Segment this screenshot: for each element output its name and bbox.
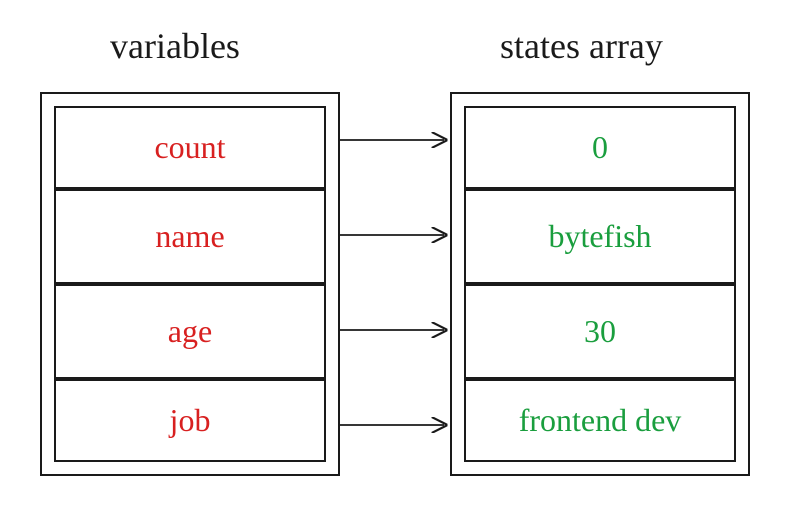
state-cell: 30 [464, 284, 736, 379]
table-row: count [42, 94, 338, 189]
states-title: states array [500, 25, 663, 67]
variable-label: job [170, 402, 211, 439]
state-cell: frontend dev [464, 379, 736, 462]
table-row: age [42, 284, 338, 379]
variable-cell: age [54, 284, 326, 379]
variable-label: count [154, 129, 225, 166]
table-row: name [42, 189, 338, 284]
variables-title: variables [110, 25, 240, 67]
table-row: 0 [452, 94, 748, 189]
state-label: 30 [584, 313, 616, 350]
state-label: bytefish [548, 218, 651, 255]
variable-cell: count [54, 106, 326, 189]
state-cell: 0 [464, 106, 736, 189]
states-column: 0 bytefish 30 frontend dev [450, 92, 750, 476]
variable-label: age [168, 313, 212, 350]
state-label: frontend dev [519, 402, 682, 439]
variable-label: name [155, 218, 224, 255]
table-row: bytefish [452, 189, 748, 284]
table-row: frontend dev [452, 379, 748, 474]
state-cell: bytefish [464, 189, 736, 284]
variable-cell: job [54, 379, 326, 462]
variable-cell: name [54, 189, 326, 284]
arrows-svg [340, 92, 450, 472]
table-row: 30 [452, 284, 748, 379]
table-row: job [42, 379, 338, 474]
state-label: 0 [592, 129, 608, 166]
variables-column: count name age job [40, 92, 340, 476]
